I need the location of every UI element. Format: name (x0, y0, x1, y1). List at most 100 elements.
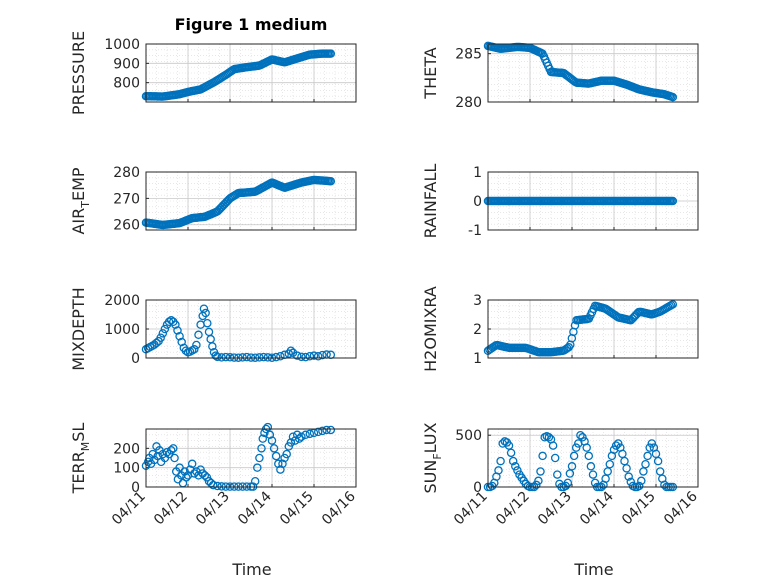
data-point (586, 462, 596, 471)
data-point (553, 470, 562, 479)
data-point (170, 453, 179, 463)
y-axis-label: RAINFALL (421, 164, 440, 239)
data-point (169, 444, 178, 453)
data-point (322, 425, 331, 435)
data-point (571, 443, 581, 452)
data-point (208, 480, 218, 490)
data-point (494, 466, 503, 475)
y-tick-label: 1 (473, 351, 482, 367)
data-point (584, 451, 594, 461)
data-point (190, 469, 199, 478)
data-point (267, 436, 277, 445)
y-axis-label-rest: SL (69, 423, 88, 442)
data-point (286, 438, 296, 447)
data-point (613, 439, 623, 448)
data-point (199, 304, 209, 313)
data-point (611, 441, 621, 450)
y-tick-label: 800 (113, 76, 140, 92)
y-axis-label: PRESSURE (69, 31, 88, 115)
data-point (536, 467, 545, 476)
data-point (578, 433, 587, 442)
x-axis-label-right: Time (573, 560, 613, 579)
subplot-4: -1 0 1 RAINFALL (421, 164, 699, 239)
data-point (508, 456, 518, 466)
data-point (166, 316, 176, 325)
data-point (187, 459, 197, 469)
data-point (668, 92, 678, 102)
y-axis-label: THETA (421, 47, 440, 99)
data-series (141, 49, 336, 101)
data-point (156, 333, 165, 342)
axes-box (487, 299, 699, 359)
y-tick-label: 2 (473, 322, 482, 338)
y-tick-label: 285 (455, 47, 482, 63)
data-point (305, 429, 315, 439)
data-point (313, 427, 323, 437)
y-axis-label-rest: EMP (69, 167, 88, 201)
data-point (200, 471, 210, 480)
data-series (483, 41, 678, 102)
subplot-3: 260 270 280 AIRTEMP (69, 165, 357, 235)
y-axis-label-subscript: T (79, 201, 92, 209)
y-axis-label: MIXDEPTH (69, 287, 88, 370)
subplot-1: 800 900 1000 PRESSURE (69, 31, 357, 115)
data-point (295, 434, 304, 443)
y-tick-label: 200 (113, 441, 140, 457)
data-point (569, 451, 579, 461)
data-point (259, 352, 268, 362)
y-axis-label-subscript: F (431, 453, 444, 459)
axes-box (145, 43, 357, 103)
data-point (175, 331, 184, 341)
y-axis-label-main: SUN (421, 460, 440, 494)
y-tick-label: 260 (113, 218, 140, 234)
data-point (513, 466, 522, 475)
subplot-2: 280 285 THETA (421, 41, 699, 111)
data-point (242, 352, 252, 362)
data-point (548, 441, 558, 450)
data-point (263, 353, 273, 362)
data-point (637, 476, 646, 486)
subplot-5: 0 1000 2000 MIXDEPTH (69, 287, 357, 371)
y-axis-label-main: AIR (69, 208, 88, 235)
data-point (318, 350, 327, 360)
y-tick-label: 3 (473, 293, 482, 309)
data-point (213, 352, 222, 362)
data-point (160, 324, 170, 334)
y-tick-label: 280 (113, 165, 140, 181)
y-axis-label: TERRMSL (69, 423, 92, 495)
data-point (177, 337, 186, 347)
data-point (221, 352, 231, 362)
y-tick-label: 1000 (104, 322, 140, 338)
data-point (208, 342, 217, 351)
data-point (305, 352, 315, 361)
y-tick-label: 900 (113, 56, 140, 72)
data-point (171, 320, 180, 329)
data-point (309, 351, 319, 360)
data-point (263, 422, 273, 432)
data-point (297, 432, 306, 441)
data-point (253, 463, 262, 472)
y-axis-label: SUNFLUX (421, 422, 444, 493)
y-tick-label: 270 (113, 191, 140, 207)
data-point (192, 340, 201, 350)
data-point (194, 330, 203, 340)
data-point (641, 459, 650, 469)
data-point (265, 430, 275, 440)
y-axis-label-main: TERR (69, 451, 88, 494)
data-point (326, 176, 336, 186)
data-point (158, 329, 168, 338)
y-axis-label: AIRTEMP (69, 167, 92, 234)
data-series (141, 175, 336, 230)
y-axis-label: H2OMIXRA (421, 286, 440, 372)
data-point (645, 443, 654, 452)
data-point (653, 456, 663, 466)
data-point (292, 351, 302, 360)
data-point (211, 351, 220, 360)
data-point (550, 453, 560, 463)
y-axis-label-rest: LUX (421, 422, 440, 453)
data-point (201, 308, 210, 318)
data-point (278, 459, 287, 469)
data-point (567, 462, 577, 471)
data-point (250, 476, 260, 486)
